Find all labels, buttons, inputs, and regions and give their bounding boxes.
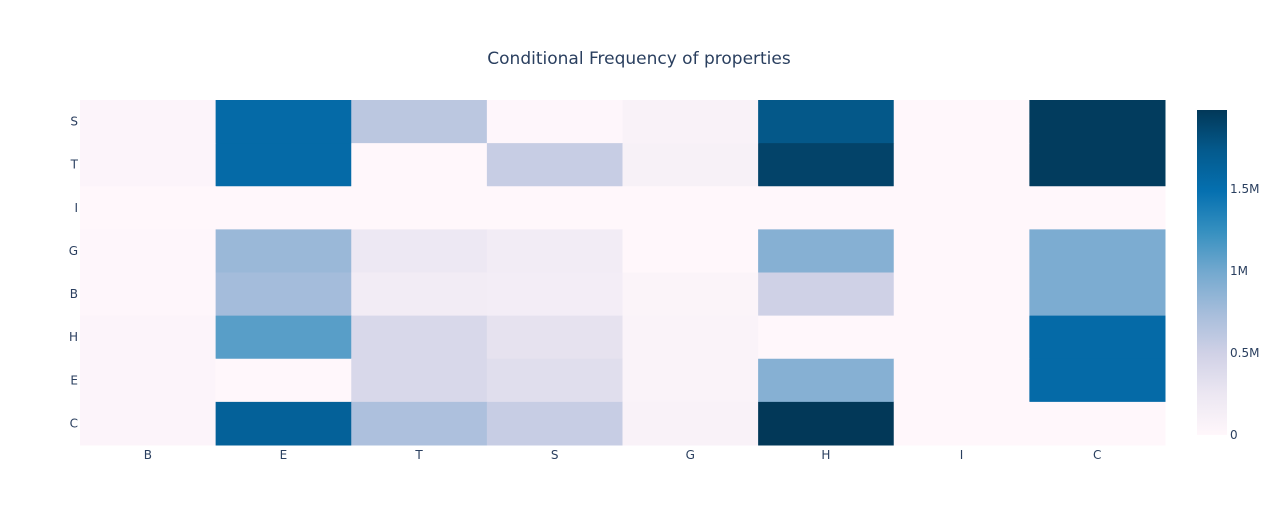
x-tick-label: G [686,448,695,462]
x-tick-label: B [144,448,152,462]
heatmap-cell-B-E [215,272,352,317]
heatmap-cell-S-G [622,100,759,144]
heatmap-cell-I-H [758,186,895,230]
heatmap-cell-I-B [80,186,217,230]
heatmap-cell-E-S [486,358,623,403]
heatmap-cell-I-T [351,186,488,230]
heatmap-cell-C-T [351,401,488,446]
heatmap-cell-T-H [758,143,895,187]
heatmap-cell-E-C [1029,358,1166,403]
heatmap-cell-S-E [215,100,352,144]
colorbar-tick-label: 0.5M [1230,346,1259,360]
heatmap-cell-E-G [622,358,759,403]
heatmap-cell-B-C [1029,272,1166,317]
heatmap-cell-T-S [486,143,623,187]
heatmap-cell-T-I [893,143,1030,187]
heatmap-cell-B-G [622,272,759,317]
heatmap-cell-T-C [1029,143,1166,187]
heatmap-cell-H-G [622,315,759,360]
x-tick-label: C [1093,448,1101,462]
y-tick-label: I [74,201,78,215]
heatmap-cell-H-H [758,315,895,360]
chart-title: Conditional Frequency of properties [487,49,791,69]
x-tick-label: H [821,448,830,462]
y-tick-label: T [70,158,79,172]
heatmap-cell-S-H [758,100,895,144]
heatmap-cell-S-T [351,100,488,144]
colorbar: 0 0.5M 1M 1.5M [1197,110,1259,442]
heatmap-cell-G-H [758,229,895,273]
heatmap-cell-H-E [215,315,352,360]
colorbar-ticks: 0 0.5M 1M 1.5M [1230,182,1259,442]
heatmap-cell-C-C [1029,401,1166,446]
heatmap-cell-S-B [80,100,217,144]
heatmap-cell-C-I [893,401,1030,446]
heatmap-cell-I-C [1029,186,1166,230]
colorbar-gradient [1197,110,1227,435]
heatmap-cell-G-T [351,229,488,273]
heatmap-cell-S-C [1029,100,1166,144]
heatmap-cell-I-I [893,186,1030,230]
heatmap-cell-I-S [486,186,623,230]
heatmap-cell-S-S [486,100,623,144]
x-tick-label: T [414,448,423,462]
heatmap-cell-B-B [80,272,217,317]
heatmap-cell-E-I [893,358,1030,403]
x-tick-label: S [551,448,559,462]
heatmap-cell-C-E [215,401,352,446]
heatmap-cell-E-H [758,358,895,403]
heatmap-cell-H-B [80,315,217,360]
heatmap-cell-T-T [351,143,488,187]
heatmap-cell-T-B [80,143,217,187]
heatmap-cell-B-I [893,272,1030,317]
colorbar-tick-label: 1.5M [1230,182,1259,196]
y-tick-label: G [69,244,78,258]
heatmap-cell-C-B [80,401,217,446]
heatmap-cell-T-G [622,143,759,187]
y-tick-label: C [70,416,78,430]
heatmap-cell-E-B [80,358,217,403]
heatmap-cell-T-E [215,143,352,187]
heatmap-cell-I-G [622,186,759,230]
heatmap-cell-B-T [351,272,488,317]
x-tick-label: I [960,448,964,462]
heatmap-cell-B-H [758,272,895,317]
heatmap-cell-H-S [486,315,623,360]
y-tick-label: H [69,330,78,344]
heatmap-cell-G-S [486,229,623,273]
colorbar-tick-label: 0 [1230,428,1238,442]
heatmap-cell-C-H [758,401,895,446]
heatmap-cells [80,100,1166,446]
heatmap-cell-E-E [215,358,352,403]
heatmap-cell-G-C [1029,229,1166,273]
heatmap-cell-H-C [1029,315,1166,360]
y-axis-ticks: S T I G B H E C [69,115,79,431]
heatmap-cell-E-T [351,358,488,403]
x-tick-label: E [280,448,288,462]
heatmap-cell-G-I [893,229,1030,273]
heatmap-cell-G-E [215,229,352,273]
y-tick-label: S [70,115,78,129]
heatmap-cell-C-G [622,401,759,446]
heatmap-cell-C-S [486,401,623,446]
heatmap-cell-I-E [215,186,352,230]
heatmap-cell-B-S [486,272,623,317]
heatmap-cell-H-I [893,315,1030,360]
heatmap-cell-G-B [80,229,217,273]
y-tick-label: B [70,287,78,301]
heatmap-cell-S-I [893,100,1030,144]
heatmap-cell-H-T [351,315,488,360]
heatmap-cell-G-G [622,229,759,273]
y-tick-label: E [70,373,78,387]
colorbar-tick-label: 1M [1230,264,1248,278]
